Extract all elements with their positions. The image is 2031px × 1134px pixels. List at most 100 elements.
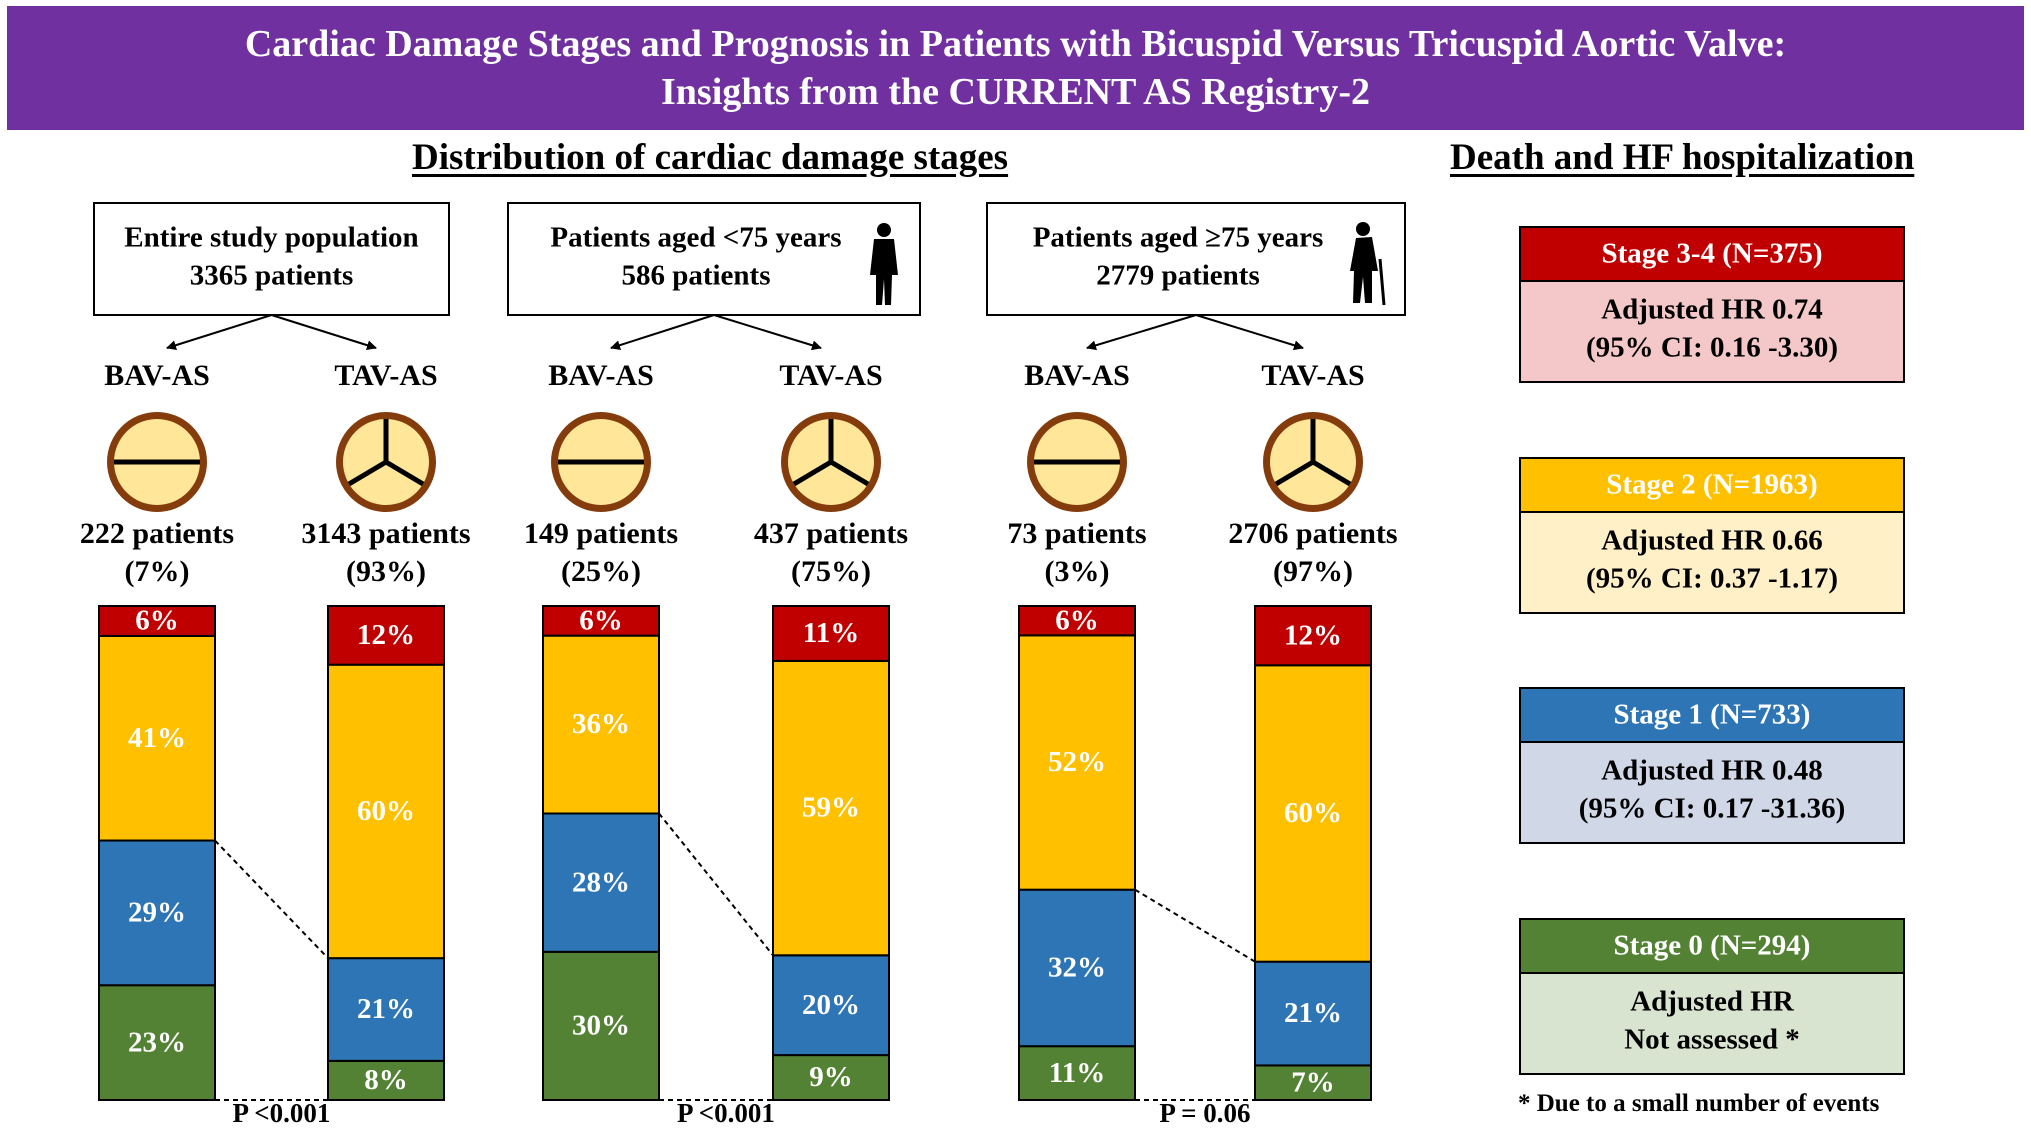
group-title: Entire study population bbox=[124, 222, 418, 254]
p-value: P <0.001 bbox=[233, 1098, 331, 1128]
valve-commissure bbox=[347, 459, 388, 487]
group-header-box bbox=[507, 202, 921, 316]
bar-segment-label: 23% bbox=[128, 1026, 186, 1058]
valve-commissure bbox=[384, 459, 425, 487]
bar-segment bbox=[772, 605, 890, 662]
bar-segment bbox=[1018, 634, 1136, 891]
bar-patient-count: 73 patients bbox=[1007, 517, 1146, 550]
header-banner: Cardiac Damage Stages and Prognosis in P… bbox=[7, 6, 2024, 130]
p-value: P <0.001 bbox=[677, 1098, 775, 1128]
bar-patient-share: (97%) bbox=[1273, 555, 1353, 588]
split-arrow bbox=[166, 314, 272, 351]
person-head bbox=[877, 223, 891, 237]
bar-segment bbox=[1254, 664, 1372, 963]
tricuspid-valve-icon bbox=[1263, 412, 1363, 512]
person-body bbox=[870, 239, 898, 305]
bar-segment-label: 28% bbox=[572, 866, 630, 898]
bar-segment-label: 7% bbox=[1291, 1066, 1335, 1098]
split-arrow bbox=[1086, 314, 1197, 351]
bar-segment bbox=[1018, 605, 1136, 637]
outcome-hr: Adjusted HR 0.74 bbox=[1601, 294, 1823, 326]
p-value: P = 0.06 bbox=[1159, 1098, 1250, 1128]
bar-patient-count: 2706 patients bbox=[1228, 517, 1397, 550]
bar-segment bbox=[542, 950, 660, 1101]
bar-segment-label: 29% bbox=[128, 897, 186, 929]
split-arrow bbox=[271, 314, 377, 351]
split-arrow bbox=[1195, 314, 1304, 351]
header-title-line2: Insights from the CURRENT AS Registry-2 bbox=[660, 71, 1370, 113]
outcome-stage-label: Stage 1 (N=733) bbox=[1614, 699, 1811, 731]
outcome-ci: (95% CI: 0.37 -1.17) bbox=[1586, 563, 1838, 595]
bar-segment bbox=[98, 839, 216, 987]
group-header-box bbox=[93, 202, 450, 316]
bar-group-label: BAV-AS bbox=[104, 359, 210, 392]
outcome-hr: Adjusted HR 0.66 bbox=[1601, 525, 1823, 557]
bar-patient-share: (75%) bbox=[791, 555, 871, 588]
bar-segment bbox=[98, 605, 216, 637]
bicuspid-valve-icon bbox=[107, 412, 207, 512]
outcome-stage-label: Stage 0 (N=294) bbox=[1614, 930, 1811, 962]
bar-segment-label: 11% bbox=[803, 617, 859, 649]
tricuspid-valve-icon bbox=[336, 412, 436, 512]
standing-person-icon bbox=[870, 223, 898, 305]
bar-segment-label: 20% bbox=[802, 989, 860, 1021]
bar-segment bbox=[98, 634, 216, 842]
group-patient-count: 2779 patients bbox=[1096, 260, 1260, 292]
outcomes-section-title: Death and HF hospitalization bbox=[1450, 137, 1915, 178]
outcome-body bbox=[1519, 741, 1905, 844]
group-title: Patients aged <75 years bbox=[550, 222, 841, 254]
bar-segment bbox=[98, 984, 216, 1101]
split-arrow bbox=[610, 314, 715, 351]
bar-segment-label: 52% bbox=[1048, 746, 1106, 778]
bar-segment-label: 6% bbox=[579, 604, 623, 636]
bar-segment-label: 21% bbox=[357, 993, 415, 1025]
bar-group-label: TAV-AS bbox=[779, 359, 882, 392]
bar-segment bbox=[542, 634, 660, 815]
group-patient-count: 3365 patients bbox=[190, 260, 354, 292]
dashed-connector bbox=[658, 812, 774, 956]
bar-segment bbox=[1018, 1045, 1136, 1101]
valve-commissure bbox=[1311, 459, 1352, 487]
bar-segment-label: 8% bbox=[364, 1064, 408, 1096]
bicuspid-valve-icon bbox=[551, 412, 651, 512]
outcome-stage-header bbox=[1519, 457, 1905, 513]
bar-segment-label: 32% bbox=[1048, 952, 1106, 984]
bar-segment bbox=[542, 605, 660, 637]
dashed-connector bbox=[214, 839, 329, 959]
bar-patient-share: (7%) bbox=[125, 555, 190, 588]
bar-patient-count: 3143 patients bbox=[301, 517, 470, 550]
bar-segment-label: 60% bbox=[1284, 797, 1342, 829]
footnote: * Due to a small number of events bbox=[1518, 1090, 1880, 1117]
person-body bbox=[1350, 237, 1378, 303]
outcome-stage-header bbox=[1519, 226, 1905, 282]
bar-segment-label: 59% bbox=[802, 792, 860, 824]
bar-patient-share: (3%) bbox=[1045, 555, 1110, 588]
person-head bbox=[1356, 222, 1370, 236]
bar-segment-label: 60% bbox=[357, 795, 415, 827]
bar-patient-count: 222 patients bbox=[80, 517, 234, 550]
bar-segment-label: 36% bbox=[572, 708, 630, 740]
elderly-person-cane-icon bbox=[1350, 222, 1386, 306]
bar-group-label: TAV-AS bbox=[1261, 359, 1364, 392]
bar-segment-label: 9% bbox=[809, 1061, 853, 1093]
outcome-stage-label: Stage 2 (N=1963) bbox=[1606, 469, 1817, 501]
bicuspid-valve-icon bbox=[1027, 412, 1127, 512]
bar-segment bbox=[542, 812, 660, 953]
outcome-body bbox=[1519, 511, 1905, 614]
bar-segment bbox=[327, 1059, 445, 1102]
bar-group-label: TAV-AS bbox=[334, 359, 437, 392]
valve-commissure bbox=[792, 459, 833, 487]
outcome-ci: Not assessed * bbox=[1624, 1024, 1800, 1056]
group-header-box bbox=[986, 202, 1406, 316]
group-patient-count: 586 patients bbox=[621, 260, 770, 292]
bar-group-label: BAV-AS bbox=[1024, 359, 1130, 392]
bar-segment-label: 6% bbox=[1055, 604, 1099, 636]
bar-segment bbox=[1254, 1064, 1372, 1102]
outcome-ci: (95% CI: 0.16 -3.30) bbox=[1586, 332, 1838, 364]
bar-segment-label: 12% bbox=[357, 619, 415, 651]
bar-group-label: BAV-AS bbox=[548, 359, 654, 392]
bar-segment bbox=[327, 605, 445, 666]
bar-patient-count: 149 patients bbox=[524, 517, 678, 550]
outcome-hr: Adjusted HR 0.48 bbox=[1601, 755, 1823, 787]
